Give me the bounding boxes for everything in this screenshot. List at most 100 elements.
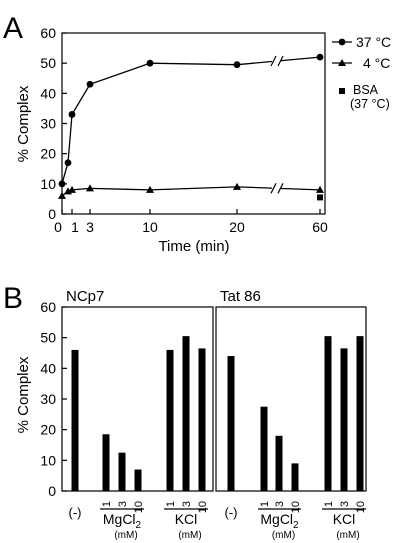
legend-marker-circle	[338, 38, 346, 46]
group-label-1-2: KCl	[333, 511, 356, 527]
panel-a-y-axis: 0 10 20 30 40 50 60	[40, 25, 67, 222]
bar-1-0	[227, 356, 235, 491]
legend-label-bsa: BSA	[353, 83, 379, 97]
series-4c-line	[61, 186, 321, 197]
subpanel-title-0: NCp7	[66, 288, 104, 305]
legend-item-37c: 37 °C	[332, 34, 391, 50]
break-4c-slash-2	[277, 183, 284, 194]
legend-marker-square	[339, 88, 345, 94]
series-37c-line	[61, 56, 321, 185]
b-ytick-label-3: 30	[40, 391, 56, 407]
group-label-0-2: KCl	[175, 511, 198, 527]
group-unit-1-1: (mM)	[272, 530, 295, 541]
series-4c-point-4	[146, 185, 154, 193]
break-37c-gap	[272, 55, 281, 68]
group-unit-1-2: (mM)	[336, 530, 359, 541]
category-label-1-1-1: 3	[274, 501, 286, 507]
panel-a-axis-break	[270, 55, 284, 195]
series-37c-point-6	[316, 53, 324, 61]
legend-label-4c: 4 °C	[363, 55, 390, 71]
a-ytick-label-5: 50	[40, 55, 56, 71]
category-label-1-1-0: 1	[259, 501, 271, 507]
series-4c-point-6	[316, 185, 324, 193]
panel-a-legend: 37 °C 4 °C BSA (37 °C)	[332, 34, 391, 111]
b-ytick-label-2: 20	[40, 422, 56, 438]
bar-1-4	[324, 336, 332, 491]
a-ytick-label-2: 20	[40, 146, 56, 162]
bar-0-6	[198, 348, 206, 491]
bar-1-5	[340, 348, 348, 491]
break-37c-slash-2	[277, 55, 284, 67]
category-label-0-1-2: 10	[133, 501, 145, 513]
a-xtick-label-1: 1	[71, 219, 79, 235]
category-label-1-2-2: 10	[355, 501, 367, 513]
series-37c-point-4	[146, 59, 154, 67]
category-label-0-2-1: 3	[181, 501, 193, 507]
break-4c-gap	[272, 182, 281, 195]
b-ytick-label-4: 40	[40, 360, 56, 376]
panel-a-series	[58, 53, 324, 201]
b-ytick-label-1: 10	[40, 452, 56, 468]
group-unit-0-2: (mM)	[178, 530, 201, 541]
break-4c-slash-1	[270, 183, 277, 194]
panel-a: 0 10 20 30 40 50 60 0 1 3 10 20 60 % Complex Time (…	[15, 25, 391, 255]
category-label-0-1-1: 3	[117, 501, 129, 507]
group-unit-0-1: (mM)	[114, 530, 137, 541]
a-ytick-label-0: 0	[48, 206, 56, 222]
bar-1-1	[260, 406, 268, 491]
panel-b-y-axis: 0 10 20 30 40 50 60	[40, 299, 56, 499]
legend-label-bsa-temp: (37 °C)	[350, 97, 390, 111]
category-label-0-1-0: 1	[101, 501, 113, 507]
bar-0-3	[134, 469, 142, 491]
category-label-0-2-0: 1	[165, 501, 177, 507]
legend-label-37c: 37 °C	[356, 34, 391, 50]
category-label-1-2-0: 1	[323, 501, 335, 507]
panel-a-x-axis-label: Time (min)	[158, 238, 229, 255]
category-label-0-2-2: 10	[197, 501, 209, 513]
series-37c-point-0	[58, 180, 66, 188]
panel-letter-a: A	[3, 12, 23, 45]
bar-0-4	[166, 349, 174, 491]
group-label-1-1: MgCl2	[260, 511, 299, 531]
panel-a-x-axis: 0 1 3 10 20 60	[54, 209, 328, 235]
subpanel-frame-0	[61, 306, 214, 492]
group-label-subscript: 2	[136, 520, 142, 531]
series-bsa-point-0	[317, 194, 323, 201]
bar-1-3	[291, 463, 299, 491]
break-37c-slash-1	[270, 55, 277, 67]
bar-0-1	[102, 434, 110, 491]
series-4c-point-3	[86, 184, 94, 192]
series-4c-point-0	[58, 191, 66, 199]
bar-0-5	[182, 336, 190, 491]
category-label-1-1-2: 10	[290, 501, 302, 513]
panel-b-y-axis-label: % Complex	[15, 356, 32, 433]
series-4c-point-5	[233, 182, 241, 190]
bar-1-6	[356, 336, 364, 491]
series-37c-point-1	[64, 159, 72, 167]
bar-1-2	[275, 435, 283, 491]
panel-letter-b: B	[3, 282, 23, 315]
subpanel-frame-1	[215, 306, 367, 492]
group-label-base: MgCl	[260, 511, 293, 527]
subpanel-title-1: Tat 86	[220, 288, 261, 305]
b-ytick-label-5: 50	[40, 330, 56, 346]
panel-a-y-axis-label: % Complex	[15, 85, 32, 162]
series-37c-point-3	[86, 80, 94, 88]
b-ytick-label-0: 0	[48, 483, 56, 499]
legend-marker-triangle	[338, 59, 346, 66]
a-ytick-label-4: 40	[40, 85, 56, 101]
series-37c-point-5	[233, 61, 241, 69]
series-4c-point-2	[68, 185, 76, 193]
legend-item-bsa: BSA (37 °C)	[339, 83, 390, 111]
a-xtick-label-0: 0	[54, 219, 62, 235]
group-label-1-0: (-)	[225, 505, 238, 520]
series-37c-point-2	[68, 111, 76, 118]
bar-0-0	[71, 349, 79, 491]
category-label-1-2-1: 3	[339, 501, 351, 507]
legend-item-4c: 4 °C	[332, 55, 390, 71]
b-ytick-label-6: 60	[40, 299, 56, 315]
a-xtick-label-4: 20	[229, 219, 245, 235]
